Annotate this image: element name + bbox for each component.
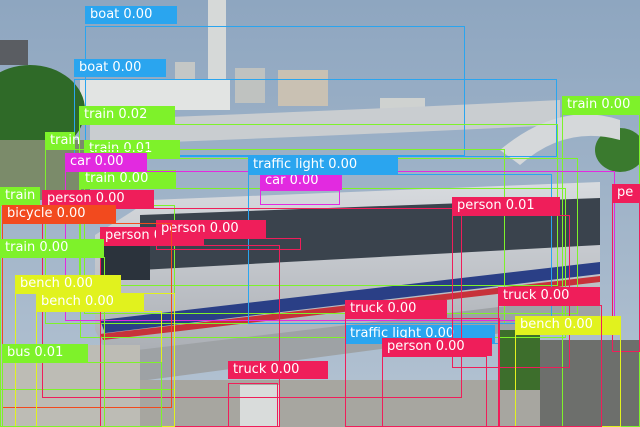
detection-label: train 0.00 (80, 170, 176, 188)
detection-box (260, 190, 340, 205)
detection-label: train (45, 132, 80, 150)
detection-box (2, 362, 162, 427)
detection-label: train (0, 187, 40, 205)
detection-label: person 0.01 (452, 197, 560, 215)
viaduct (90, 100, 560, 145)
detection-box (498, 305, 602, 427)
detection-label: person 0.00 (156, 220, 266, 238)
detection-label: train 0.00 (562, 96, 640, 114)
tower-building (208, 0, 226, 95)
detection-box (85, 26, 465, 156)
detection-label: bus 0.01 (2, 344, 88, 362)
detection-box (345, 318, 500, 427)
detection-label: traffic light 0.00 (248, 156, 398, 174)
detection-box (2, 223, 172, 408)
detection-label: car 0.00 (65, 153, 147, 171)
detection-label: bench 0.00 (15, 275, 121, 293)
detection-label: truck 0.00 (345, 300, 447, 318)
detection-label: pe (612, 184, 640, 202)
building-roof (540, 340, 640, 427)
detection-box (228, 383, 278, 427)
detection-label: truck 0.00 (228, 361, 328, 379)
detection-label: car 0.00 (260, 172, 342, 190)
detection-label: person 0.00 (382, 338, 492, 356)
detection-label: train 0.02 (79, 106, 175, 124)
detection-label: person 0.00 (42, 190, 154, 208)
detection-box (156, 238, 301, 250)
detection-label: bicycle 0.00 (2, 205, 116, 223)
detection-label: bench 0.00 (36, 293, 144, 311)
detection-label: bench 0.00 (515, 316, 621, 334)
detection-label: train 0.00 (0, 239, 104, 257)
detection-label: boat 0.00 (74, 59, 166, 77)
detection-label: truck 0.00 (498, 287, 600, 305)
detection-label: boat 0.00 (85, 6, 177, 24)
